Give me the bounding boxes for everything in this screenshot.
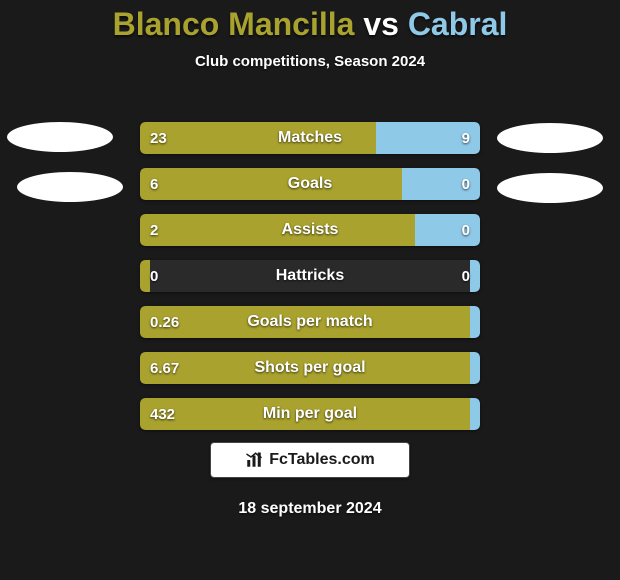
- subtitle: Club competitions, Season 2024: [0, 53, 620, 70]
- stat-left-value: 0: [140, 260, 168, 292]
- page-title: Blanco Mancilla vs Cabral: [0, 0, 620, 43]
- title-vs: vs: [363, 6, 399, 42]
- stat-label: Shots per goal: [140, 352, 480, 384]
- stat-label: Goals per match: [140, 306, 480, 338]
- player1-photo-placeholder-1: [7, 122, 113, 152]
- stat-row: Assists2 0: [140, 214, 480, 246]
- player2-photo-placeholder-1: [497, 123, 603, 153]
- brand-text: FcTables.com: [269, 451, 375, 469]
- stat-row: Hattricks0 0: [140, 260, 480, 292]
- title-player2: Cabral: [408, 6, 508, 42]
- stat-left-value: 23: [140, 122, 177, 154]
- stat-label: Goals: [140, 168, 480, 200]
- stat-row: Min per goal432: [140, 398, 480, 430]
- stat-left-value: 432: [140, 398, 185, 430]
- player2-photo-placeholder-2: [497, 173, 603, 203]
- brand-badge[interactable]: FcTables.com: [210, 442, 410, 478]
- stats-container: Matches239Goals60Assists20Hattricks00Goa…: [140, 122, 480, 444]
- stat-right-value: 0: [452, 260, 480, 292]
- bar-chart-icon: [245, 451, 263, 469]
- stat-left-value: 6.67: [140, 352, 189, 384]
- stat-row: Matches23 9: [140, 122, 480, 154]
- stat-row: Goals6 0: [140, 168, 480, 200]
- stat-left-value: 2: [140, 214, 168, 246]
- stat-label: Assists: [140, 214, 480, 246]
- title-player1: Blanco Mancilla: [113, 6, 355, 42]
- stat-label: Min per goal: [140, 398, 480, 430]
- stat-right-value: 0: [452, 168, 480, 200]
- stat-label: Hattricks: [140, 260, 480, 292]
- player1-photo-placeholder-2: [17, 172, 123, 202]
- stat-right-value: 9: [452, 122, 480, 154]
- stat-row: Goals per match0.26: [140, 306, 480, 338]
- stat-row: Shots per goal6.67: [140, 352, 480, 384]
- date-text: 18 september 2024: [0, 500, 620, 518]
- stat-left-value: 0.26: [140, 306, 189, 338]
- stat-left-value: 6: [140, 168, 168, 200]
- stat-label: Matches: [140, 122, 480, 154]
- stat-right-value: 0: [452, 214, 480, 246]
